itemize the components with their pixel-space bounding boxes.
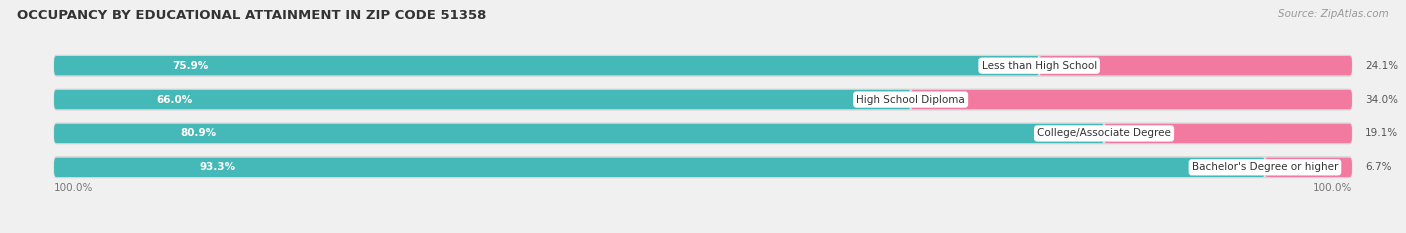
FancyBboxPatch shape: [911, 90, 1353, 109]
FancyBboxPatch shape: [1039, 56, 1353, 75]
Text: Less than High School: Less than High School: [981, 61, 1097, 71]
FancyBboxPatch shape: [53, 123, 1353, 144]
Text: OCCUPANCY BY EDUCATIONAL ATTAINMENT IN ZIP CODE 51358: OCCUPANCY BY EDUCATIONAL ATTAINMENT IN Z…: [17, 9, 486, 22]
Text: 100.0%: 100.0%: [53, 183, 93, 193]
FancyBboxPatch shape: [53, 124, 1104, 143]
Text: High School Diploma: High School Diploma: [856, 95, 965, 105]
FancyBboxPatch shape: [53, 158, 1265, 177]
Text: College/Associate Degree: College/Associate Degree: [1038, 128, 1171, 138]
FancyBboxPatch shape: [53, 89, 1353, 110]
FancyBboxPatch shape: [53, 90, 911, 109]
FancyBboxPatch shape: [1265, 158, 1353, 177]
Text: 24.1%: 24.1%: [1365, 61, 1398, 71]
Text: 66.0%: 66.0%: [157, 95, 193, 105]
FancyBboxPatch shape: [1104, 124, 1353, 143]
Text: 75.9%: 75.9%: [173, 61, 208, 71]
Text: 34.0%: 34.0%: [1365, 95, 1398, 105]
Text: Source: ZipAtlas.com: Source: ZipAtlas.com: [1278, 9, 1389, 19]
Text: 19.1%: 19.1%: [1365, 128, 1398, 138]
FancyBboxPatch shape: [53, 157, 1353, 178]
Text: 6.7%: 6.7%: [1365, 162, 1392, 172]
Text: Bachelor's Degree or higher: Bachelor's Degree or higher: [1192, 162, 1339, 172]
Text: 93.3%: 93.3%: [200, 162, 236, 172]
Text: 100.0%: 100.0%: [1313, 183, 1353, 193]
Text: 80.9%: 80.9%: [180, 128, 217, 138]
FancyBboxPatch shape: [53, 55, 1353, 76]
FancyBboxPatch shape: [53, 56, 1039, 75]
